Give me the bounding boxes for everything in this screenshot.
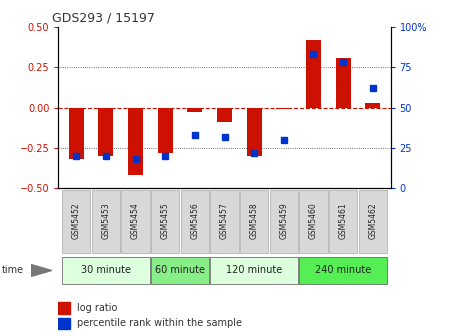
FancyBboxPatch shape [359,191,387,253]
Bar [98,108,113,156]
Bar [58,318,70,329]
Text: GSM5458: GSM5458 [250,202,259,239]
Text: 60 minute: 60 minute [155,265,205,275]
FancyBboxPatch shape [299,191,328,253]
Bar [306,40,321,108]
Polygon shape [31,265,52,276]
Text: 30 minute: 30 minute [81,265,131,275]
Text: GSM5462: GSM5462 [368,202,377,239]
FancyBboxPatch shape [240,191,269,253]
Bar [158,108,172,153]
FancyBboxPatch shape [299,257,387,284]
Bar [365,103,380,108]
FancyBboxPatch shape [210,257,298,284]
Text: 240 minute: 240 minute [315,265,371,275]
FancyBboxPatch shape [92,191,120,253]
FancyBboxPatch shape [121,191,150,253]
Bar [247,108,262,156]
Bar [69,108,84,159]
FancyBboxPatch shape [210,191,239,253]
FancyBboxPatch shape [62,191,90,253]
FancyBboxPatch shape [62,257,150,284]
Text: 120 minute: 120 minute [226,265,282,275]
Bar [128,108,143,175]
Text: GSM5452: GSM5452 [72,202,81,239]
Bar [336,57,351,108]
Text: GSM5453: GSM5453 [101,202,110,239]
Text: GSM5461: GSM5461 [339,202,348,239]
FancyBboxPatch shape [180,191,209,253]
Text: GSM5456: GSM5456 [190,202,199,239]
Text: log ratio: log ratio [77,303,117,313]
Text: GSM5459: GSM5459 [279,202,288,239]
FancyBboxPatch shape [329,191,357,253]
FancyBboxPatch shape [151,257,209,284]
Text: GSM5460: GSM5460 [309,202,318,239]
Text: percentile rank within the sample: percentile rank within the sample [77,319,242,328]
Bar [187,108,202,112]
Text: GSM5455: GSM5455 [161,202,170,239]
Text: GSM5457: GSM5457 [220,202,229,239]
Bar [277,108,291,109]
Text: GSM5454: GSM5454 [131,202,140,239]
Bar [58,302,70,314]
Bar [217,108,232,122]
FancyBboxPatch shape [151,191,180,253]
FancyBboxPatch shape [269,191,298,253]
Text: GDS293 / 15197: GDS293 / 15197 [52,11,154,24]
Text: time: time [2,265,24,276]
